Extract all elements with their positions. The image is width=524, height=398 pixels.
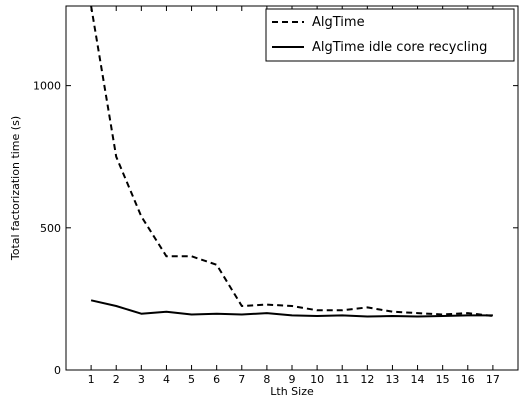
y-axis: 0 500 1000 <box>33 80 518 377</box>
legend-box <box>265 8 515 62</box>
series-layer <box>90 5 494 318</box>
x-tick-label: 16 <box>461 373 475 386</box>
y-tick-label: 1000 <box>33 80 61 93</box>
x-tick-label: 10 <box>310 373 324 386</box>
series-line-algtime-idle-core-recycling <box>90 299 493 318</box>
x-tick-label: 4 <box>163 373 170 386</box>
series-line-algtime <box>90 5 494 317</box>
x-axis: 1 2 3 4 5 6 7 8 9 10 11 12 13 14 15 16 17 <box>88 6 500 386</box>
x-tick-label: 8 <box>263 373 270 386</box>
x-axis-title: Lth Size <box>270 385 314 398</box>
x-tick-label: 6 <box>213 373 220 386</box>
x-tick-label: 7 <box>238 373 245 386</box>
x-tick-label: 3 <box>138 373 145 386</box>
x-tick-label: 17 <box>486 373 500 386</box>
y-axis-title: Total factorization time (s) <box>9 116 22 261</box>
x-tick-label: 15 <box>436 373 450 386</box>
x-tick-label: 1 <box>88 373 95 386</box>
legend-label-recycling: AlgTime idle core recycling <box>312 40 487 55</box>
x-tick-label: 14 <box>411 373 425 386</box>
x-tick-label: 5 <box>188 373 195 386</box>
x-tick-label: 11 <box>335 373 349 386</box>
legend-label-algtime: AlgTime <box>312 15 365 30</box>
y-tick-label: 500 <box>40 222 61 235</box>
x-tick-label: 9 <box>289 373 296 386</box>
x-tick-label: 12 <box>360 373 374 386</box>
x-tick-label: 2 <box>113 373 120 386</box>
x-tick-label: 13 <box>385 373 399 386</box>
legend: AlgTime AlgTime idle core recycling <box>265 8 515 62</box>
y-tick-label: 0 <box>54 364 61 377</box>
